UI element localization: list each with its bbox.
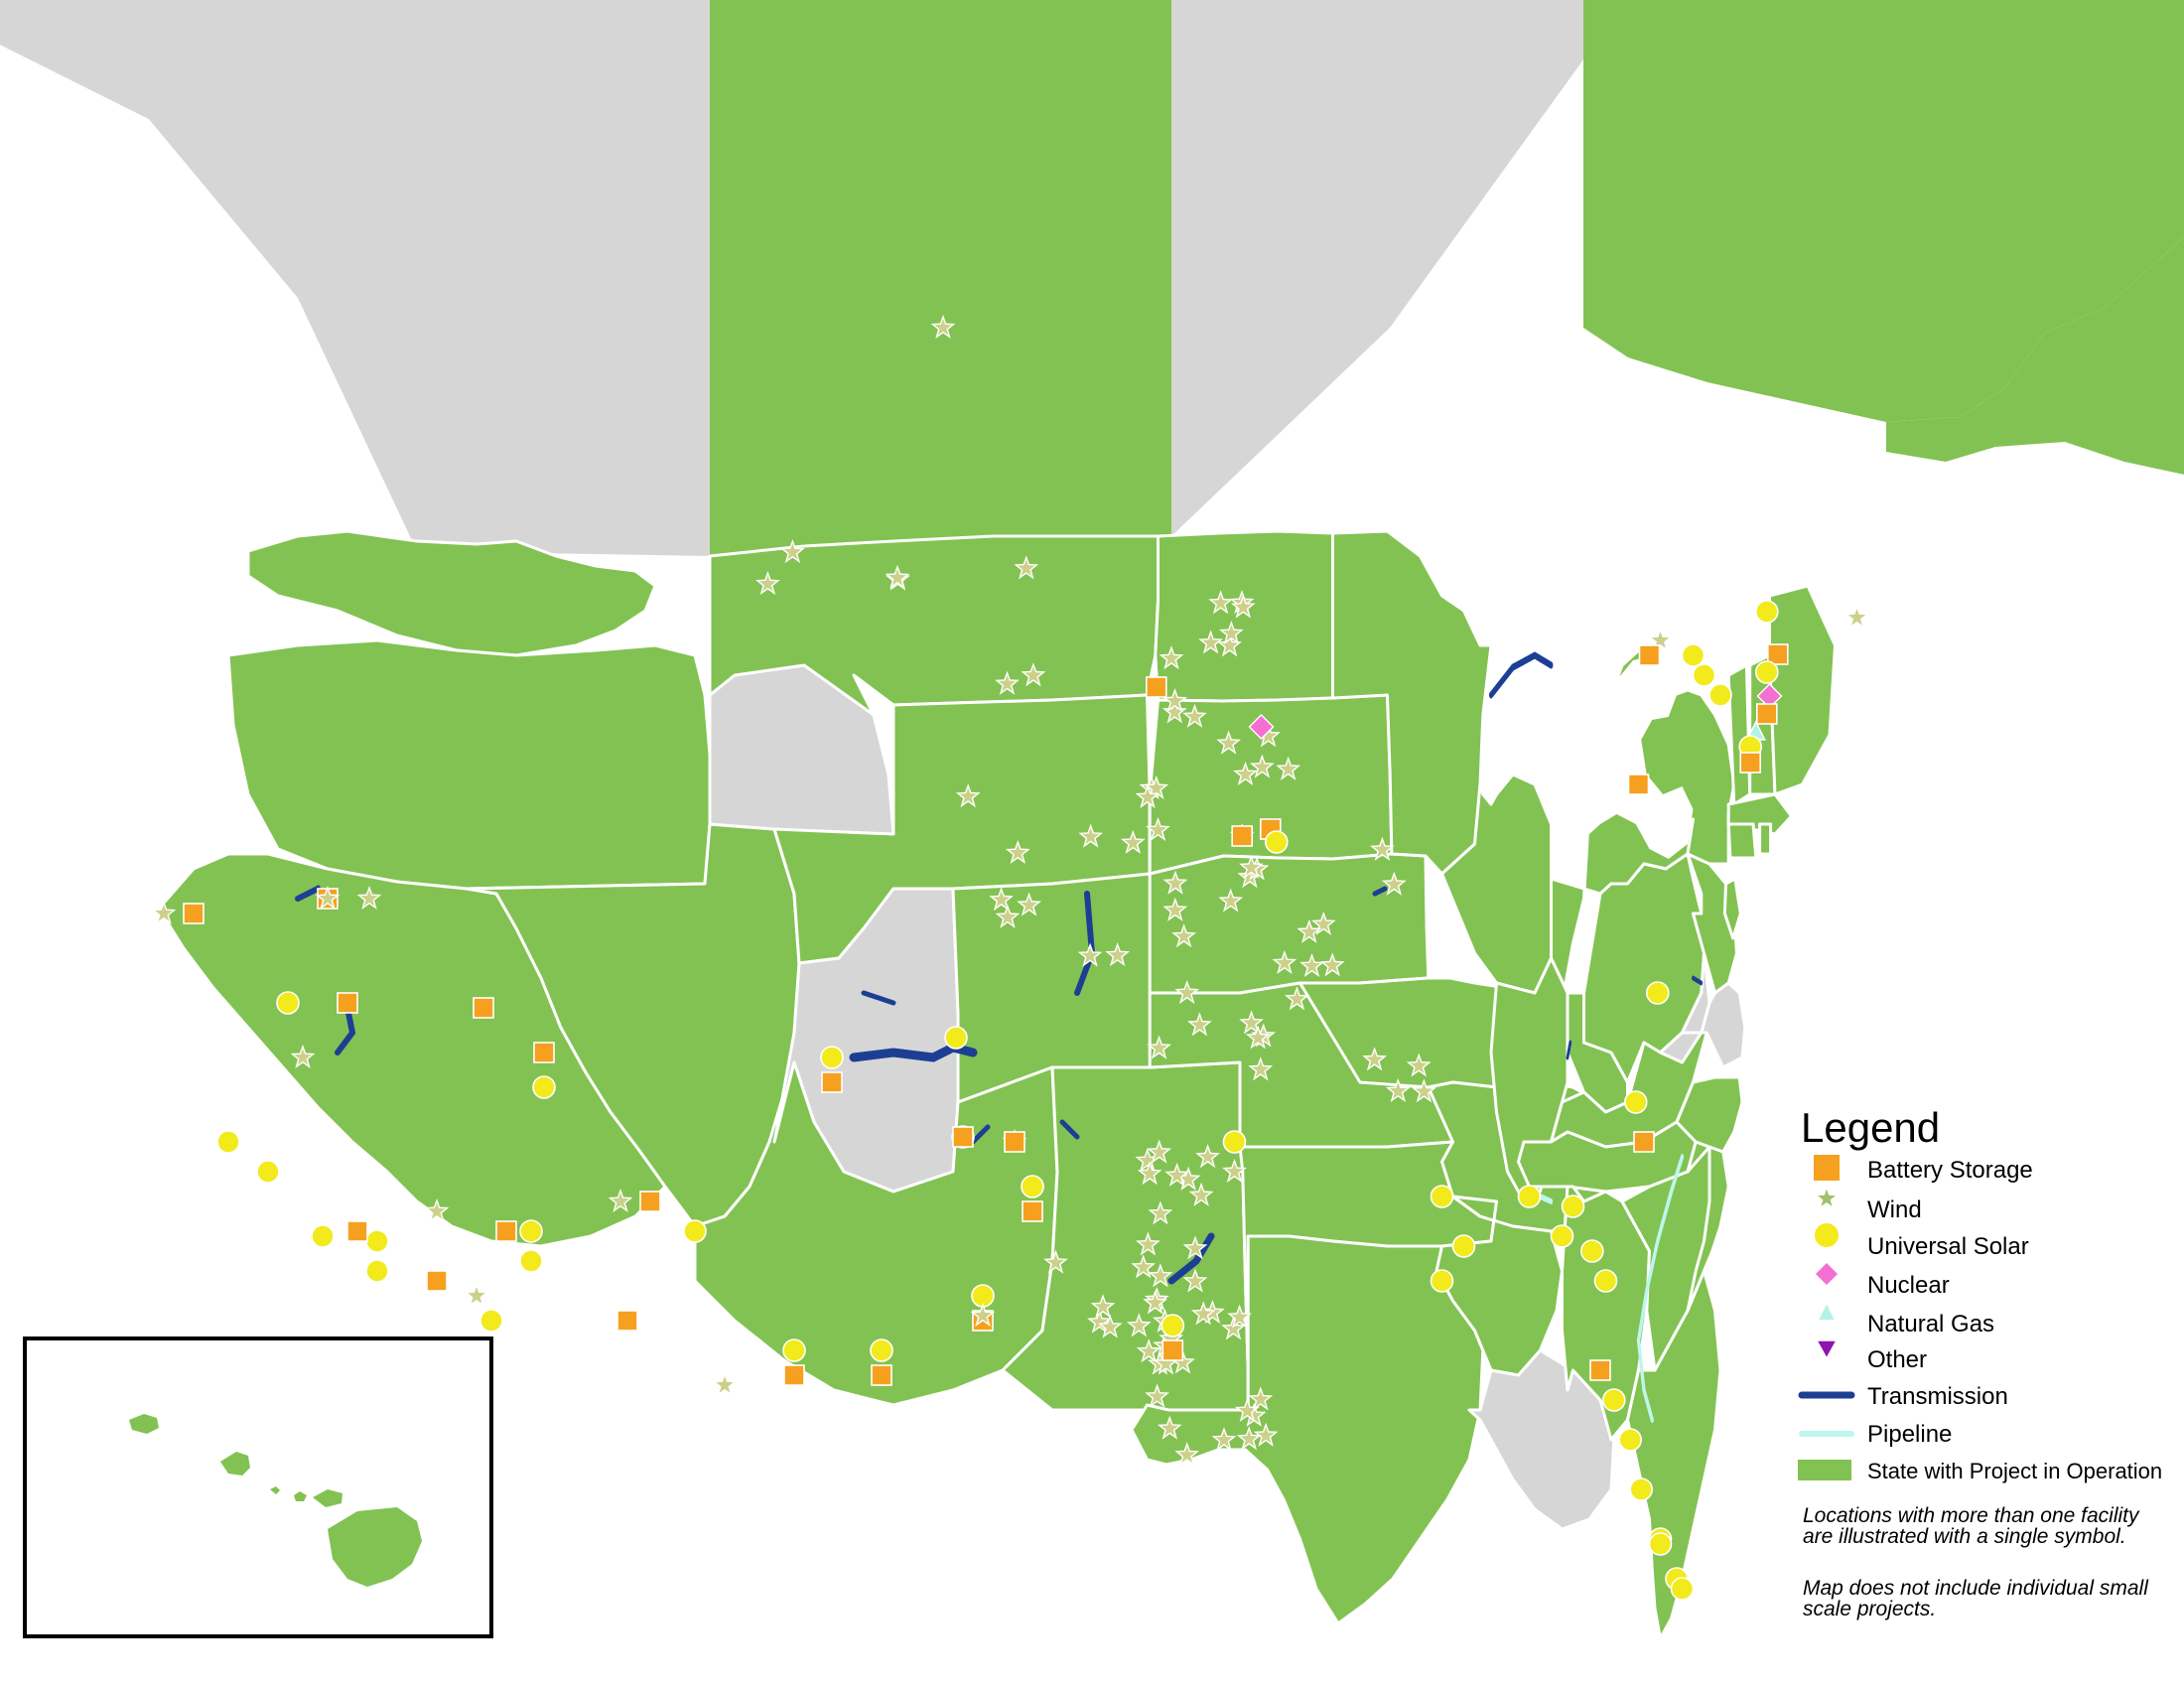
svg-text:Locations with more than one f: Locations with more than one facility (1803, 1504, 2140, 1527)
svg-text:scale projects.: scale projects. (1803, 1598, 1936, 1620)
svg-text:Map does not include individua: Map does not include individual small (1803, 1577, 2149, 1600)
svg-text:Other: Other (1867, 1346, 1927, 1373)
svg-text:Wind: Wind (1867, 1196, 1922, 1223)
svg-text:Nuclear: Nuclear (1867, 1272, 1950, 1299)
svg-text:State with Project in Operatio: State with Project in Operation (1867, 1459, 2162, 1483)
svg-text:Battery Storage: Battery Storage (1867, 1157, 2033, 1184)
svg-text:are illustrated with a single: are illustrated with a single symbol. (1803, 1525, 2126, 1548)
svg-text:Transmission: Transmission (1867, 1383, 2008, 1410)
svg-text:Legend: Legend (1801, 1104, 1940, 1151)
svg-text:Universal Solar: Universal Solar (1867, 1233, 2029, 1260)
svg-text:Natural Gas: Natural Gas (1867, 1311, 1994, 1337)
svg-text:Pipeline: Pipeline (1867, 1421, 1952, 1448)
